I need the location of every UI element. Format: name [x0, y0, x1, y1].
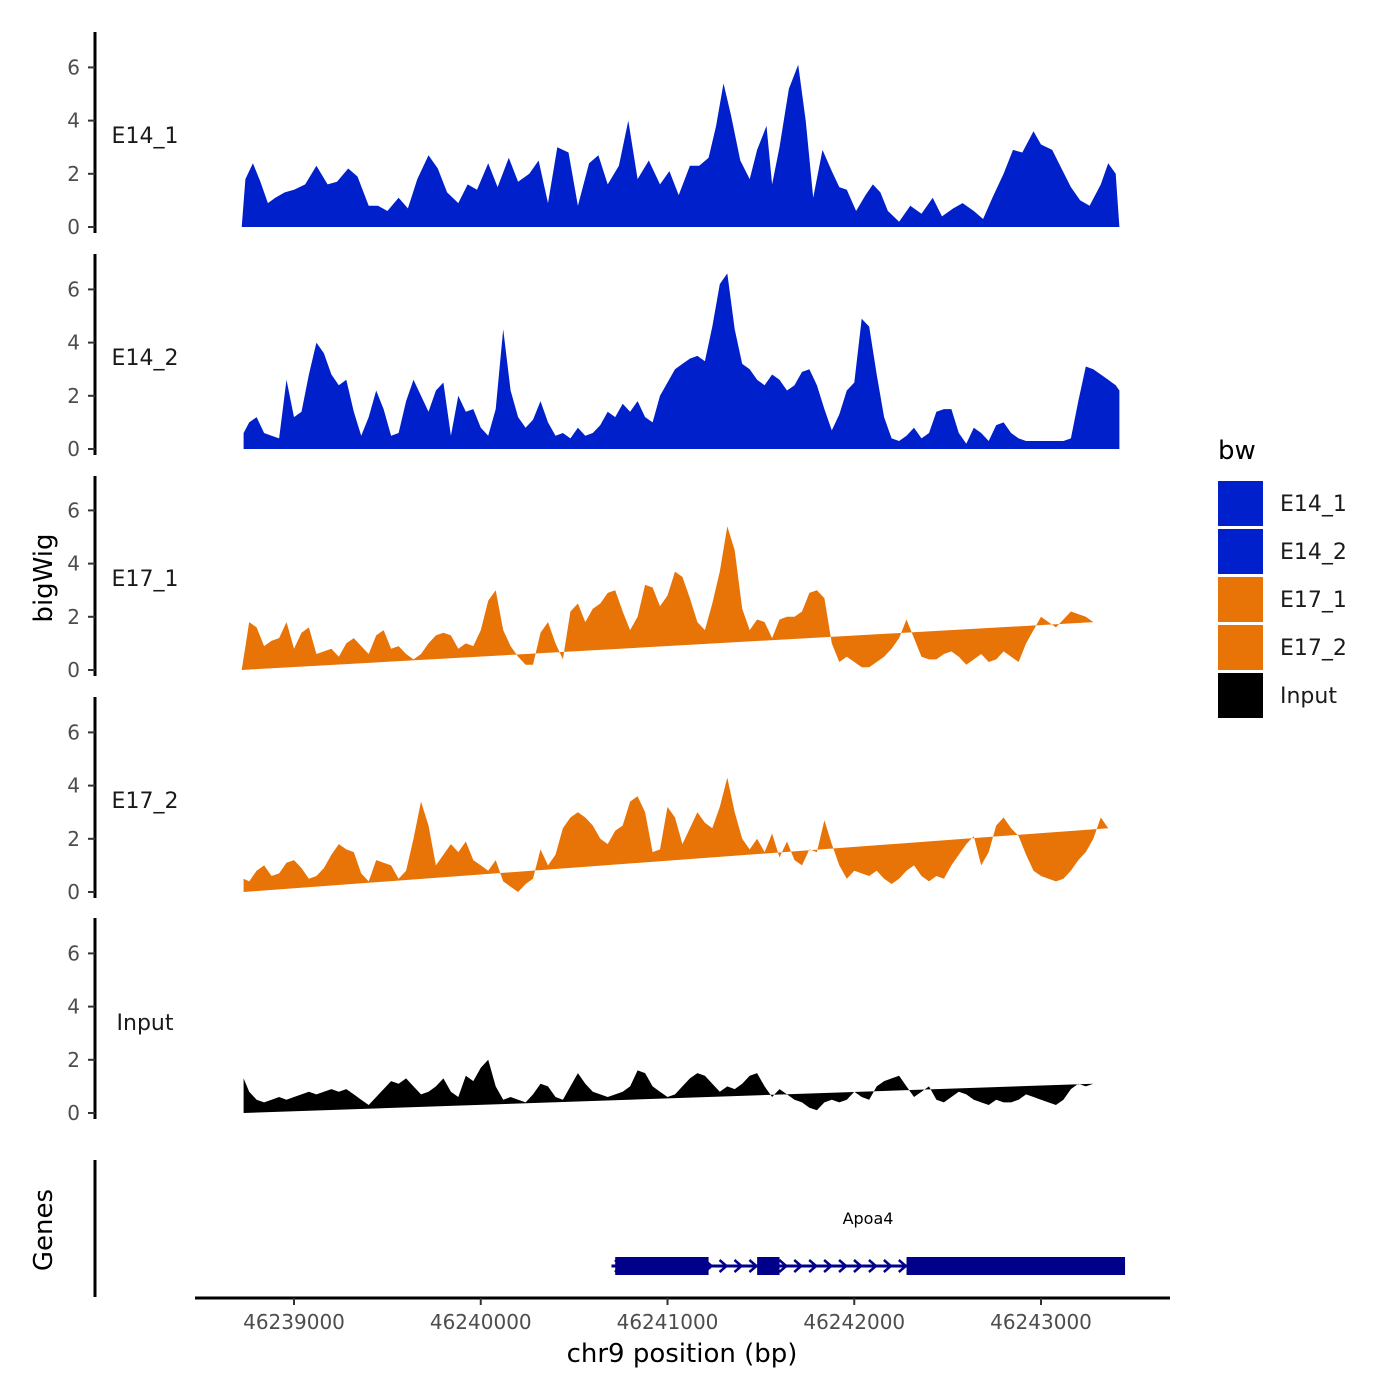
y-tick-label: 2 [67, 162, 80, 186]
y-tick-label: 4 [67, 331, 80, 355]
track-panel-input: 0 2 4 6 Input [67, 918, 1094, 1125]
x-axis: 46239000 46240000 46241000 46242000 46243000 [195, 1296, 1170, 1334]
gene-name-label: Apoa4 [843, 1209, 894, 1228]
strand-chevron [853, 1259, 863, 1273]
legend-swatch-input [1218, 673, 1263, 718]
y-tick-label: 4 [67, 552, 80, 576]
y-tick-label: 6 [67, 498, 80, 522]
x-tick-label: 46242000 [803, 1310, 905, 1334]
track-label-e14_1: E14_1 [112, 124, 179, 149]
legend-label-e14_1: E14_1 [1280, 492, 1347, 517]
strand-chevron [883, 1259, 893, 1273]
coverage-area-e17_2 [243, 777, 1109, 892]
y-tick-label: 4 [67, 774, 80, 798]
strand-chevron [748, 1259, 759, 1273]
y-tick-label: 0 [67, 658, 80, 682]
strand-chevron [823, 1259, 834, 1273]
x-axis-title: chr9 position (bp) [567, 1339, 798, 1369]
x-tick-label: 46241000 [617, 1310, 719, 1334]
legend: bw E14_1 E14_2 E17_1 E17_2 Input [1218, 436, 1347, 718]
coverage-tracks: 0 2 4 6 E14_1 0 2 4 6 E14_2 0 2 4 6 E17_1 0 2 4 6 E17_2 0 2 4 6… [67, 32, 1120, 1125]
coverage-area-e14_1 [241, 64, 1120, 227]
y-tick-label: 0 [67, 1101, 80, 1125]
x-tick-label: 46243000 [990, 1310, 1092, 1334]
y-tick-label: 6 [67, 720, 80, 744]
coverage-area-input [243, 1059, 1094, 1113]
gene-exon [906, 1257, 1126, 1275]
coverage-area-e17_1 [241, 526, 1094, 670]
legend-swatch-e17_1 [1218, 577, 1263, 622]
y-tick-label: 0 [67, 215, 80, 239]
y-tick-label: 6 [67, 277, 80, 301]
track-label-e17_2: E17_2 [112, 789, 179, 814]
track-label-e17_1: E17_1 [112, 567, 179, 592]
y-tick-label: 2 [67, 1048, 80, 1072]
track-panel-e14_2: 0 2 4 6 E14_2 [67, 254, 1120, 461]
genes-axis-title: Genes [29, 1189, 59, 1271]
legend-label-e17_1: E17_1 [1280, 588, 1347, 613]
track-label-input: Input [117, 1011, 174, 1036]
strand-chevron [778, 1259, 789, 1273]
legend-swatch-e14_2 [1218, 529, 1263, 574]
y-tick-label: 2 [67, 605, 80, 629]
track-panel-e17_2: 0 2 4 6 E17_2 [67, 697, 1109, 904]
legend-label-input: Input [1280, 684, 1337, 709]
gene-exon [615, 1257, 709, 1275]
coverage-area-e14_2 [243, 273, 1120, 449]
strand-chevron [868, 1259, 878, 1273]
strand-chevron [793, 1259, 804, 1273]
y-tick-label: 6 [67, 55, 80, 79]
x-tick-label: 46239000 [243, 1310, 345, 1334]
strand-chevron [808, 1259, 819, 1273]
strand-chevron [897, 1259, 908, 1273]
x-tick-label: 46240000 [430, 1310, 532, 1334]
y-tick-label: 0 [67, 880, 80, 904]
gene-exon [757, 1257, 780, 1275]
y-tick-label: 2 [67, 827, 80, 851]
legend-title: bw [1218, 436, 1256, 466]
legend-swatch-e17_2 [1218, 625, 1263, 670]
track-panel-e17_1: 0 2 4 6 E17_1 [67, 476, 1094, 682]
legend-swatch-e14_1 [1218, 481, 1263, 526]
y-tick-label: 2 [67, 384, 80, 408]
strand-chevron [718, 1259, 729, 1273]
y-axis-title: bigWig [29, 533, 59, 622]
strand-chevron [733, 1259, 744, 1273]
legend-label-e17_2: E17_2 [1280, 636, 1347, 661]
track-label-e14_2: E14_2 [112, 346, 179, 371]
strand-chevron [838, 1259, 848, 1273]
y-tick-label: 0 [67, 437, 80, 461]
legend-label-e14_2: E14_2 [1280, 540, 1347, 565]
y-tick-label: 6 [67, 941, 80, 965]
track-panel-e14_1: 0 2 4 6 E14_1 [67, 32, 1120, 239]
y-tick-label: 4 [67, 109, 80, 133]
gene-track: Apoa4 [93, 1160, 1126, 1297]
y-tick-label: 4 [67, 995, 80, 1019]
